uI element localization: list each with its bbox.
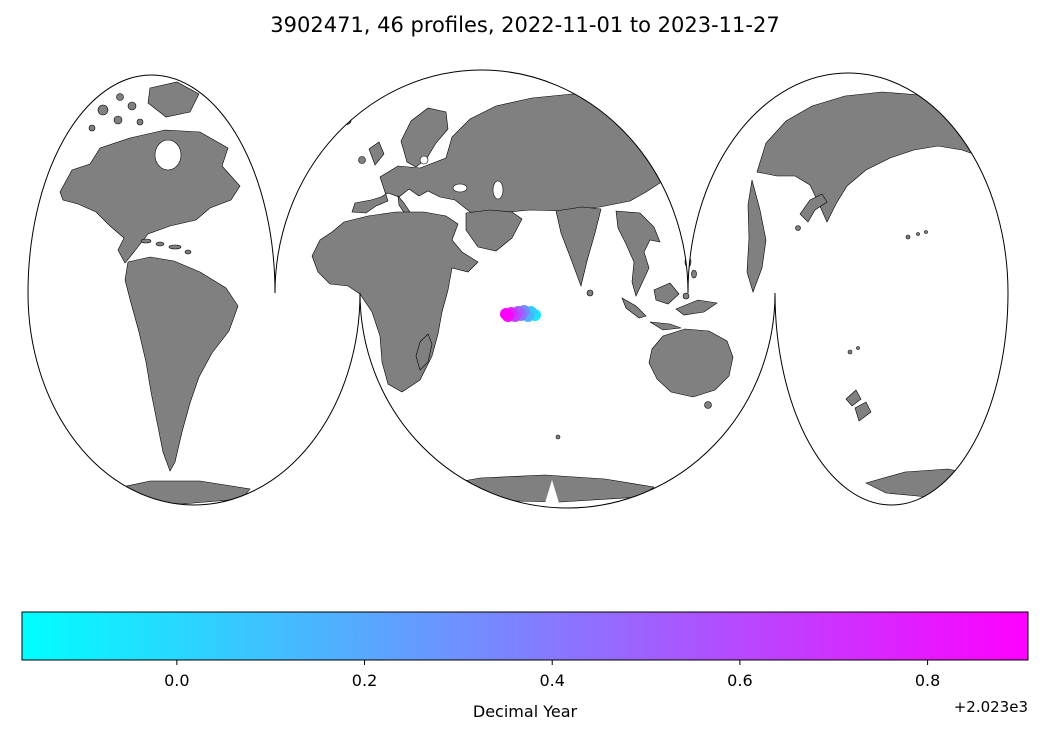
caribbean-island: [140, 238, 152, 244]
land-australia: [648, 328, 734, 398]
colorbar-offset-label: +2.023e3: [954, 698, 1028, 716]
land-british-isles: [368, 141, 385, 166]
arctic-island: [136, 118, 144, 126]
colorbar-tick-label: 0.6: [727, 671, 752, 690]
land-borneo: [653, 282, 680, 305]
land-india: [555, 206, 602, 288]
kerguelen-island: [555, 434, 561, 440]
colorbar-ticks: 0.0 0.2 0.4 0.6 0.8: [164, 660, 940, 690]
pacific-island: [905, 234, 911, 240]
land-japan-island: [795, 225, 801, 231]
arctic-island: [113, 115, 123, 125]
land-sumatra: [621, 297, 647, 319]
land-japan: [799, 193, 828, 223]
baltic-sea: [419, 155, 429, 165]
caribbean-island: [168, 244, 182, 250]
land-africa: [311, 211, 479, 393]
island: [682, 292, 690, 300]
land-ireland: [358, 156, 366, 164]
profile-points: [500, 305, 541, 322]
land-indochina: [615, 210, 661, 297]
arctic-island: [127, 101, 137, 111]
profile-point: [500, 308, 512, 320]
colorbar-tick-label: 0.8: [915, 671, 940, 690]
land-new-zealand-north: [845, 389, 862, 407]
caspian-sea: [492, 180, 504, 200]
land-south-america: [124, 256, 239, 472]
arctic-island: [116, 93, 124, 101]
land-new-zealand-south: [854, 401, 872, 422]
land-new-guinea: [675, 299, 718, 316]
land-sri-lanka: [586, 289, 594, 297]
colorbar-gradient-bar: [21, 611, 1029, 661]
figure-title: 3902471, 46 profiles, 2022-11-01 to 2023…: [270, 13, 779, 37]
arctic-island: [97, 104, 109, 116]
land-greenland: [147, 81, 200, 118]
land-arabia: [465, 209, 523, 252]
antarctica-notch: [545, 480, 559, 503]
colorbar-axis-label: Decimal Year: [473, 702, 578, 721]
pacific-island: [924, 230, 928, 234]
arctic-island: [88, 124, 96, 132]
land-eurasia: [351, 93, 666, 214]
colorbar: 0.0 0.2 0.4 0.6 0.8 Decimal Year +2.023e3: [21, 611, 1029, 721]
pacific-island: [916, 232, 920, 236]
colorbar-tick-label: 0.2: [352, 671, 377, 690]
pacific-island: [856, 346, 860, 350]
caribbean-island: [155, 241, 165, 247]
land-madagascar: [415, 333, 433, 371]
landmasses: [59, 81, 989, 505]
philippines-island: [691, 269, 697, 279]
pacific-island: [847, 349, 853, 355]
caribbean-island: [184, 249, 192, 255]
land-north-america: [59, 129, 241, 264]
land-east-asia-coast: [746, 179, 767, 293]
land-iceland: [336, 116, 352, 126]
land-tasmania: [704, 401, 712, 409]
black-sea: [452, 183, 468, 193]
map-outline: [27, 69, 1009, 509]
world-map: [27, 69, 1009, 509]
colorbar-tick-label: 0.0: [164, 671, 189, 690]
land-java: [649, 321, 682, 331]
colorbar-tick-label: 0.4: [539, 671, 564, 690]
map-ocean-background: [28, 70, 1008, 509]
hudson-bay: [154, 139, 182, 171]
